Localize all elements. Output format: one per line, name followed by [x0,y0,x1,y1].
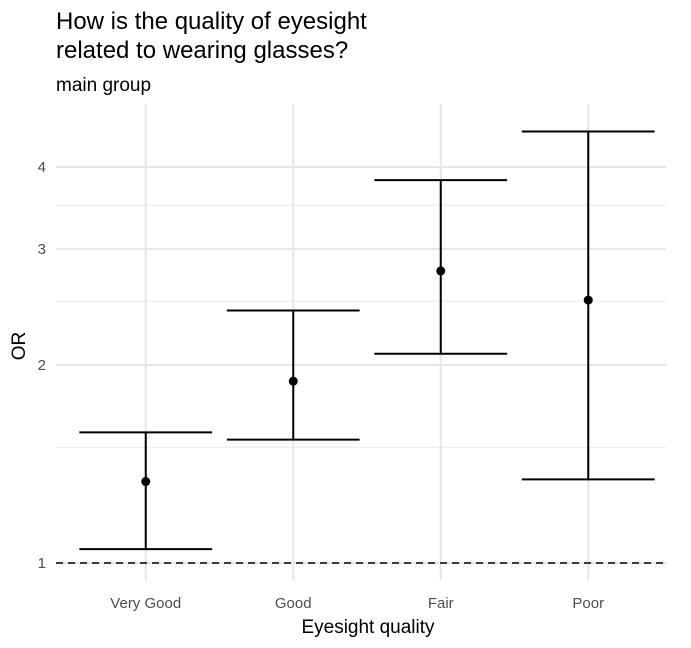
estimate-point-3 [583,295,593,305]
estimate-point-1 [288,376,298,386]
x-tick-label-2: Fair [428,595,454,612]
grid-major-x-lines [144,104,590,580]
estimate-points [141,266,593,487]
estimate-point-2 [436,266,446,276]
error-bar-0 [79,431,213,551]
chart-title-line-1: How is the quality of eyesight [56,8,367,35]
y-tick-label-1: 2 [38,357,46,374]
x-tick-label-1: Good [275,595,312,612]
y-axis-title: OR [9,332,30,361]
y-tick-label-2: 3 [38,241,46,258]
chart-subtitle: main group [56,75,151,96]
estimate-point-0 [141,477,151,487]
x-tick-label-0: Very Good [110,595,181,612]
x-tick-label-3: Poor [572,595,604,612]
grid-major-y-lines [56,166,666,564]
error-bar-3 [521,130,655,481]
x-axis-title: Eyesight quality [301,617,435,638]
error-bar-1 [226,309,360,441]
chart-title-line-2: related to wearing glasses? [56,37,348,64]
y-tick-label-0: 1 [38,555,46,572]
error-bars [79,130,655,551]
y-tick-label-3: 4 [38,159,46,176]
grid-minor-lines [56,204,666,448]
y-tick-labels: 1 2 3 4 [38,159,46,572]
x-tick-labels: Very Good Good Fair Poor [110,595,604,612]
